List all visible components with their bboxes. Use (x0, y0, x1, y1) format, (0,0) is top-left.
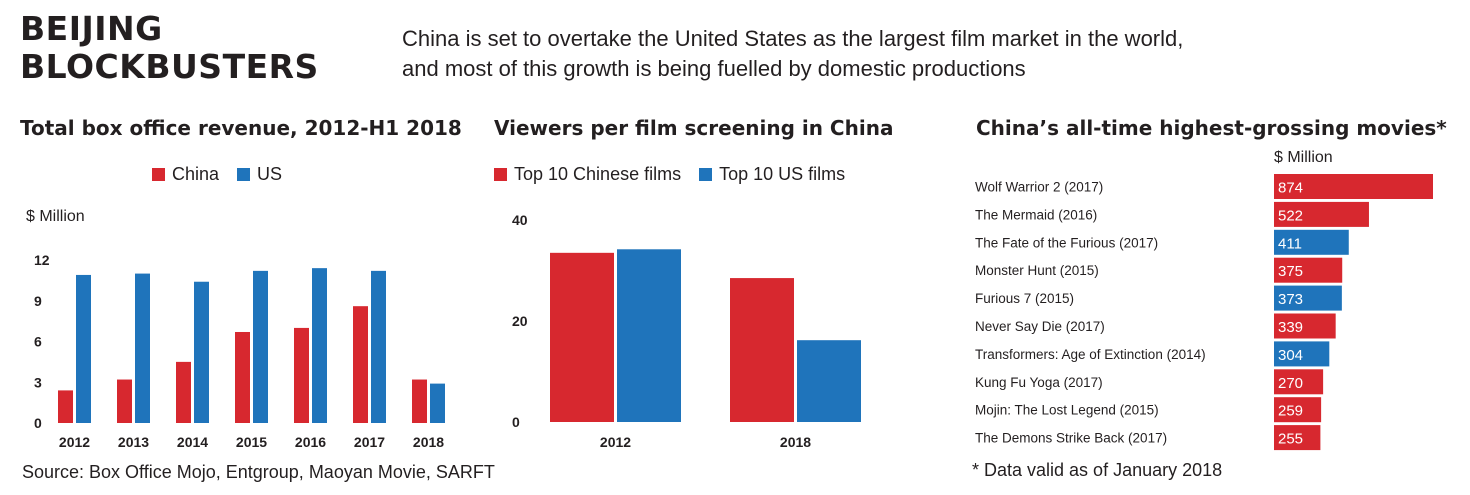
chart2-bar-chinese-films-2012 (550, 252, 614, 422)
subheadline-line-2: and most of this growth is being fuelled… (402, 56, 1026, 81)
legend-label-us-films: Top 10 US films (719, 164, 846, 184)
chart1-bar-us-2017 (371, 270, 386, 423)
chart3-bar-3 (1274, 229, 1349, 255)
chart3-value-label-5: 373 (1278, 291, 1303, 308)
chart2-legend: Top 10 Chinese films Top 10 US films (494, 164, 863, 185)
chart3-bar-6 (1274, 313, 1336, 339)
chart3-unit: $ Million (1274, 149, 1333, 166)
headline: BEIJING BLOCKBUSTERS (20, 10, 319, 86)
chart1-bar-us-2018 (430, 383, 445, 423)
chart1-x-tick-2016: 2016 (295, 434, 326, 450)
chart1-y-tick-6: 6 (34, 334, 42, 350)
chart3-bar-8 (1274, 369, 1324, 395)
chart1-bar-china-2015 (235, 331, 250, 423)
chart3-bar-2 (1274, 201, 1369, 227)
chart1-bar-china-2012 (58, 390, 73, 423)
chart3-value-label-1: 874 (1278, 180, 1303, 197)
chart1-x-tick-2018: 2018 (413, 434, 444, 450)
legend-swatch-chinese-films (494, 168, 507, 181)
chart3-plot: Wolf Warrior 2 (2017) 874 The Mermaid (201… (975, 174, 1433, 451)
chart3-film-label-10: The Demons Strike Back (2017) (975, 431, 1167, 446)
chart2-y-tick-40: 40 (512, 212, 528, 228)
chart1-x-tick-2015: 2015 (236, 434, 267, 450)
legend-label-chinese-films: Top 10 Chinese films (514, 164, 682, 184)
chart1-plot: 0 3 6 9 12 2012 2013 2014 2015 2016 2017 2018 (34, 252, 445, 450)
chart1-bar-china-2014 (176, 361, 191, 423)
legend-label-us: US (257, 164, 283, 184)
legend-swatch-china (152, 168, 165, 181)
chart3-bar-7 (1274, 341, 1330, 367)
chart3-title: China’s all-time highest-grossing movies… (976, 116, 1447, 140)
chart3-film-label-8: Kung Fu Yoga (2017) (975, 375, 1103, 390)
chart3-bar-10 (1274, 425, 1321, 451)
chart1-bar-china-2016 (294, 327, 309, 423)
chart3-value-label-9: 259 (1278, 403, 1303, 420)
chart2-title: Viewers per film screening in China (494, 116, 894, 140)
chart1-x-tick-2014: 2014 (177, 434, 208, 450)
chart3-value-label-6: 339 (1278, 319, 1303, 336)
chart2-y-tick-0: 0 (512, 414, 520, 430)
chart3-film-label-2: The Mermaid (2016) (975, 207, 1097, 222)
chart1-y-tick-3: 3 (34, 374, 42, 390)
chart3-film-label-1: Wolf Warrior 2 (2017) (975, 180, 1103, 195)
chart2-y-tick-20: 20 (512, 313, 528, 329)
chart1-x-tick-2012: 2012 (59, 434, 90, 450)
legend-swatch-us (237, 168, 251, 181)
chart3-value-label-4: 375 (1278, 263, 1303, 280)
chart3-film-label-4: Monster Hunt (2015) (975, 263, 1099, 278)
chart3-bar-5 (1274, 285, 1342, 311)
headline-line-1: BEIJING (20, 9, 163, 48)
chart1-x-tick-2013: 2013 (118, 434, 149, 450)
chart1-legend: China US (152, 164, 300, 185)
chart1-bar-us-2014 (194, 281, 209, 423)
chart3-film-label-9: Mojin: The Lost Legend (2015) (975, 403, 1159, 418)
subheadline: China is set to overtake the United Stat… (402, 24, 1183, 84)
chart3-value-label-8: 270 (1278, 375, 1303, 392)
legend-swatch-us-films (699, 168, 713, 181)
chart2-x-tick-2012: 2012 (600, 434, 631, 450)
chart3-bar-1 (1274, 174, 1433, 199)
chart2-plot: 0 20 40 2012 2018 (512, 212, 861, 450)
chart3-film-label-3: The Fate of the Furious (2017) (975, 235, 1158, 250)
chart1-bar-china-2018 (412, 379, 427, 423)
legend-label-china: China (172, 164, 220, 184)
chart2-x-tick-2018: 2018 (780, 434, 811, 450)
chart3-film-label-7: Transformers: Age of Extinction (2014) (975, 347, 1206, 362)
chart1-bar-us-2015 (253, 270, 268, 423)
chart3-value-label-10: 255 (1278, 431, 1303, 448)
chart3-film-label-5: Furious 7 (2015) (975, 291, 1074, 306)
chart1-bar-us-2016 (312, 268, 327, 423)
chart3-value-label-3: 411 (1278, 235, 1302, 252)
chart3-value-label-7: 304 (1278, 347, 1303, 364)
chart1-title: Total box office revenue, 2012-H1 2018 (20, 116, 462, 140)
chart1-bar-us-2013 (135, 273, 150, 423)
chart1-y-tick-12: 12 (34, 252, 50, 268)
chart2-bar-us-films-2018 (797, 340, 861, 422)
source-note: Source: Box Office Mojo, Entgroup, Maoya… (22, 462, 495, 482)
chart3-bar-4 (1274, 257, 1343, 283)
chart1-bar-china-2017 (353, 306, 368, 423)
chart3-film-label-6: Never Say Die (2017) (975, 319, 1105, 334)
chart1-bar-china-2013 (117, 379, 132, 423)
headline-line-2: BLOCKBUSTERS (20, 47, 319, 86)
chart2-bar-us-films-2012 (617, 249, 681, 422)
chart1-x-tick-2017: 2017 (354, 434, 385, 450)
chart1-y-unit: $ Million (26, 208, 85, 225)
footnote: * Data valid as of January 2018 (972, 460, 1223, 480)
chart3-bar-9 (1274, 397, 1322, 423)
chart1-y-tick-0: 0 (34, 415, 42, 431)
chart3-value-label-2: 522 (1278, 207, 1303, 224)
chart2-bar-chinese-films-2018 (730, 278, 794, 422)
chart1-bar-us-2012 (76, 274, 91, 423)
chart1-y-tick-9: 9 (34, 293, 42, 309)
subheadline-line-1: China is set to overtake the United Stat… (402, 26, 1184, 51)
